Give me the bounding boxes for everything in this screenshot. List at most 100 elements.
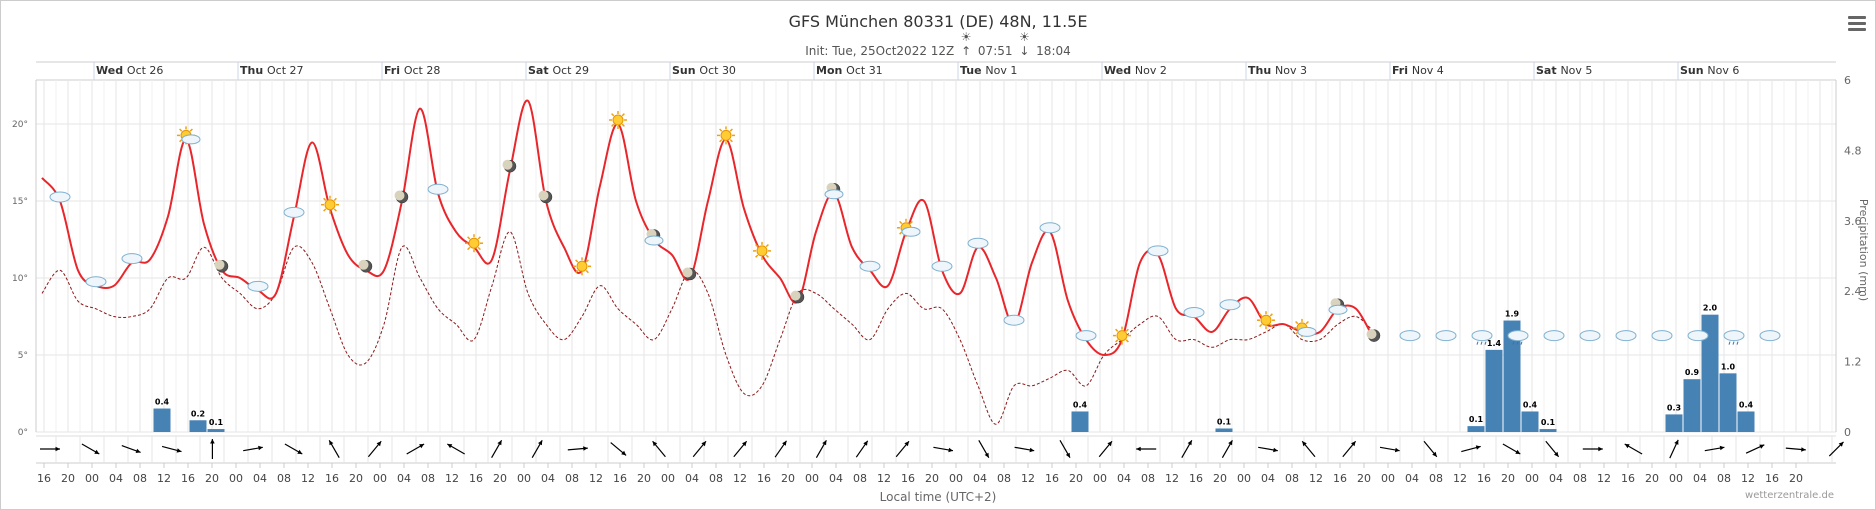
cloud-icon [1543, 330, 1565, 342]
y-right-axis-title: Precipitation (mm) [1857, 199, 1870, 301]
wind-head [1273, 447, 1278, 453]
sunset-time: 18:04 [1036, 44, 1071, 58]
wind-arrow [1545, 440, 1560, 458]
wind-head [419, 444, 425, 449]
moon-light [538, 190, 549, 201]
x-tick-label: 16 [757, 472, 771, 485]
sun-ray [899, 231, 903, 235]
y-right-tick-label: 1.2 [1844, 356, 1862, 369]
cloud-shape [1435, 330, 1457, 342]
precipitation-label: 0.1 [1217, 417, 1232, 426]
day-label: Sun Oct 30 [672, 64, 736, 77]
precipitation-bar [1701, 314, 1719, 432]
wind-head [1065, 452, 1070, 458]
x-tick-label: 20 [493, 472, 507, 485]
x-tick-label: 20 [1501, 472, 1515, 485]
day-date: Oct 26 [127, 64, 164, 77]
x-tick-label: 20 [925, 472, 939, 485]
day-date: Nov 6 [1707, 64, 1739, 77]
x-tick-label: 20 [781, 472, 795, 485]
wind-arrow [1624, 443, 1643, 455]
y-left-tick-label: 10° [12, 274, 28, 284]
x-tick-label: 08 [277, 472, 291, 485]
x-tick-label: 04 [1261, 472, 1275, 485]
hamburger-menu-icon[interactable] [1848, 16, 1866, 34]
wind-head [1432, 451, 1437, 457]
precipitation-bar [207, 429, 225, 432]
x-tick-label: 12 [1021, 472, 1035, 485]
cloud-shape [1003, 314, 1025, 326]
wind-arrow [1258, 446, 1278, 453]
x-axis-title: Local time (UTC+2) [879, 490, 997, 504]
wind-arrow [1785, 447, 1806, 452]
sun-cloud-icon [177, 126, 201, 145]
precipitation-label: 0.1 [1469, 415, 1484, 424]
cloud-shape [247, 280, 269, 292]
x-tick-label: 12 [1309, 472, 1323, 485]
sun-disc [1116, 330, 1128, 342]
x-tick-label: 00 [1237, 472, 1251, 485]
wind-arrow [491, 440, 503, 458]
wind-head [135, 448, 141, 453]
wind-head [583, 446, 588, 451]
wind-head [701, 441, 706, 447]
x-tick-label: 00 [1381, 472, 1395, 485]
sun-ray [765, 254, 769, 258]
precipitation-bar [1467, 426, 1485, 432]
day-name: Sat [528, 64, 552, 77]
precipitation-bar [1215, 428, 1233, 432]
x-tick-label: 16 [325, 472, 339, 485]
sun-ray [1259, 313, 1263, 317]
x-tick-label: 08 [133, 472, 147, 485]
wind-head [94, 449, 100, 454]
chart-title: GFS München 80331 (DE) 48N, 11.5E [788, 12, 1088, 31]
cloud-icon [1075, 330, 1097, 342]
cloud-shape [1147, 245, 1169, 257]
x-tick-label: 08 [709, 472, 723, 485]
x-tick-label: 08 [1141, 472, 1155, 485]
day-label: Sun Nov 6 [1680, 64, 1739, 77]
wind-arrow [447, 443, 465, 455]
sun-ray [179, 128, 183, 132]
cloud-shape [1615, 330, 1637, 342]
sun-ray [585, 269, 589, 274]
sunrise-time: 07:51 [977, 44, 1013, 58]
cloud-shape [901, 226, 921, 237]
x-tick-label: 20 [61, 472, 75, 485]
day-label: Thu Oct 27 [240, 64, 304, 77]
day-label: Thu Nov 3 [1248, 64, 1307, 77]
cloud-shape [1687, 330, 1709, 342]
day-label: Sat Oct 29 [528, 64, 589, 77]
day-date: Oct 31 [846, 64, 883, 77]
cloud-shape [49, 191, 71, 203]
credit[interactable]: wetterzentrale.de [1745, 490, 1834, 501]
x-tick-label: 04 [1549, 472, 1563, 485]
sun-icon [753, 241, 771, 260]
sun-ray [477, 246, 481, 251]
wind-arrow [1098, 440, 1113, 458]
cloud-icon [247, 280, 269, 292]
sun-ray [189, 128, 193, 132]
moon-light [214, 259, 225, 270]
cloud-shape [967, 237, 989, 249]
cloud-shape [1507, 330, 1529, 342]
y-right-tick-label: 2.4 [1844, 285, 1862, 298]
sun-ray [1115, 339, 1119, 343]
precipitation-bar [153, 408, 171, 432]
x-tick-label: 20 [1789, 472, 1803, 485]
x-tick-label: 12 [1597, 472, 1611, 485]
day-name: Thu [240, 64, 267, 77]
sun-disc [324, 199, 336, 211]
y-right-tick-label: 0 [1844, 426, 1851, 439]
wind-head [447, 444, 453, 449]
sun-ray [611, 113, 615, 117]
y-right-tick-label: 3.6 [1844, 215, 1862, 228]
cloud-icon [1147, 245, 1169, 257]
rain-drop [1516, 341, 1519, 345]
cloud-shape [644, 235, 664, 246]
wind-arrow [610, 442, 627, 456]
x-tick-label: 08 [1429, 472, 1443, 485]
wind-arrow [406, 443, 425, 455]
wind-head [1228, 440, 1233, 446]
sun-disc [720, 129, 732, 141]
